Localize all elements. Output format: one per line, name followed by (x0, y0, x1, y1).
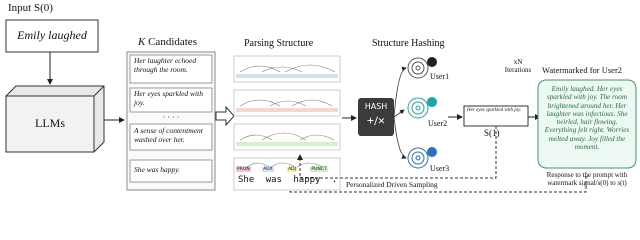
watermark-title: Watermarked for User2 (542, 65, 623, 75)
watermark-text: Emily laughed. Her eyes sparkled with jo… (544, 85, 630, 151)
user: User2 (428, 119, 448, 128)
word: was (265, 175, 282, 185)
pos-tags: PRON AUX ADJ PUNCT (236, 167, 328, 172)
title-var: K (138, 36, 146, 48)
llm-edge (93, 85, 105, 97)
output-text: Her eyes sparkled with joy. (467, 108, 522, 113)
feedback-arrow (289, 176, 587, 193)
input-label: Input S(0) (8, 2, 53, 14)
sampling-label: Personalized Driven Sampling (346, 180, 438, 190)
diagram: Input S(0) Emily laughed LLMs K Candidat… (5, 2, 637, 193)
user: User1 (430, 72, 450, 81)
candidates-title: K Candidates (138, 36, 197, 49)
user: User3 (430, 164, 450, 173)
candidate: She was happy. (134, 165, 181, 174)
llm-box (5, 95, 95, 153)
model-label: LLMs (35, 116, 65, 130)
shapes (5, 19, 637, 193)
parse-trees (233, 55, 341, 191)
arrow (215, 105, 235, 127)
candidate-box (129, 159, 213, 183)
watermark-caption: Response to the prompt with watermark si… (546, 171, 628, 188)
user-icon (427, 147, 437, 157)
tag: PRON (236, 167, 251, 172)
sampling-arrow (297, 126, 497, 179)
hash-branches (393, 66, 407, 159)
input-box (5, 19, 99, 53)
hashing-title: Structure Hashing (372, 38, 445, 49)
word: happy (293, 175, 321, 185)
hash-label: HASH (364, 102, 388, 111)
word: She (238, 175, 255, 185)
candidate-box (129, 87, 213, 113)
word: . (331, 175, 338, 185)
iterations: xN Iterations (496, 58, 540, 74)
iter-n: xN (513, 58, 523, 66)
hash-box (358, 98, 394, 136)
pos-words: She was happy . (238, 175, 337, 185)
output-label: S(1) (484, 128, 500, 138)
parsing-title: Parsing Structure (244, 38, 314, 49)
input-text: Emily laughed (17, 28, 87, 42)
user-icon (427, 97, 437, 107)
title: Candidates (148, 36, 197, 48)
tag: ADJ (287, 167, 297, 172)
body: Input S(0) Emily laughed LLMs K Candidat… (5, 2, 637, 193)
candidate: A sense of contentment washed over her. (134, 126, 203, 144)
user-icon (427, 57, 437, 67)
iter-word: Iterations (504, 66, 532, 75)
tag: PUNCT (310, 167, 328, 172)
tag: AUX (262, 167, 274, 172)
fingerprints (407, 57, 429, 169)
hash-symbol: +/× (366, 113, 386, 128)
candidate-box (129, 123, 213, 151)
watermark-box (537, 79, 637, 169)
candidate-box (129, 54, 213, 84)
page: {"input":{"label":"Input S(0)","text":"E… (5, 2, 637, 193)
ellipsis: · · · · (162, 113, 180, 122)
candidate: Her eyes sparkled with joy. (134, 89, 203, 107)
candidate: Her laughter echoed through the room. (134, 56, 197, 74)
